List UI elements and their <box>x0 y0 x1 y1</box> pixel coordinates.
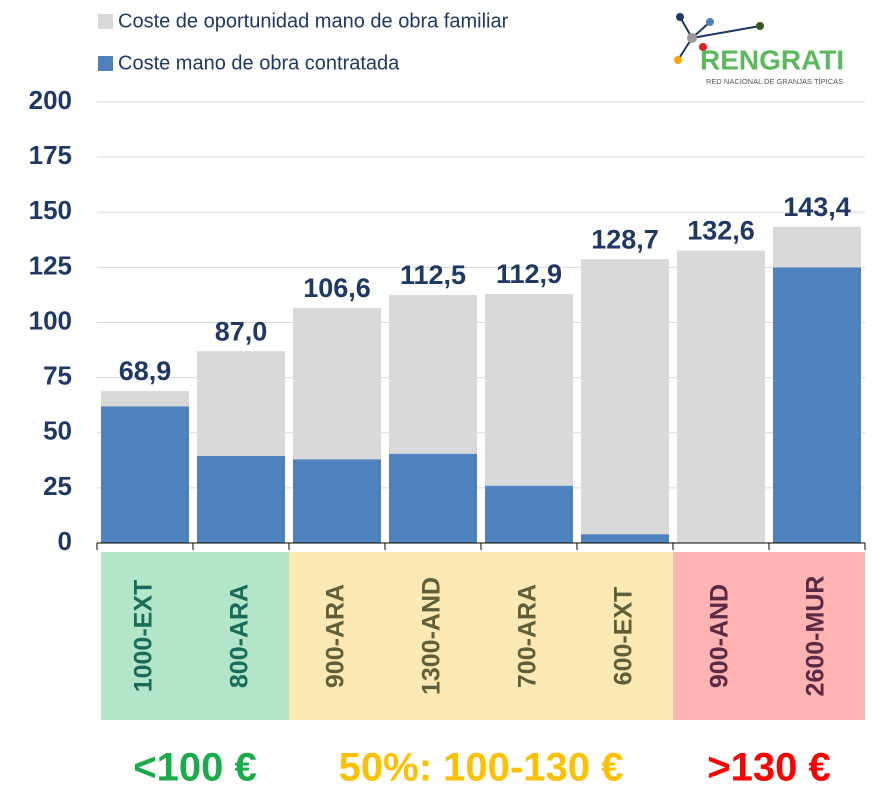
bar-segment <box>485 485 573 543</box>
bar-segment <box>293 307 381 460</box>
bar-segment <box>389 294 477 454</box>
y-tick-label: 100 <box>29 305 72 335</box>
total-label: 132,6 <box>687 216 755 246</box>
total-label: 112,9 <box>496 259 562 289</box>
y-tick-label: 175 <box>29 140 72 170</box>
group-label: >130 € <box>707 746 830 787</box>
y-tick-label: 75 <box>43 361 72 391</box>
total-label: 128,7 <box>591 224 659 254</box>
bar-segment <box>101 391 189 407</box>
total-label: 87,0 <box>215 316 268 346</box>
x-tick-label: 800-ARA <box>226 584 254 688</box>
bar-segment <box>773 267 861 543</box>
bar-segment <box>677 250 765 543</box>
x-tick-label: 1300-AND <box>418 577 446 695</box>
legend-swatch <box>98 56 113 71</box>
x-tick-label: 1000-EXT <box>130 580 158 693</box>
legend-label: Coste de oportunidad mano de obra famili… <box>118 10 509 32</box>
bar-segment <box>389 453 477 543</box>
x-tick-label: 900-AND <box>706 584 734 688</box>
bar-segment <box>581 259 669 535</box>
total-label: 143,4 <box>783 192 851 222</box>
logo: RENGRATI RED NACIONAL DE GRANJAS TÍPICAS <box>674 13 844 86</box>
group-band <box>101 552 289 720</box>
legend-label: Coste mano de obra contratada <box>118 52 400 74</box>
y-tick-label: 50 <box>43 416 72 446</box>
x-tick-label: 600-EXT <box>610 587 638 686</box>
x-tick-label: 700-ARA <box>514 584 542 688</box>
total-label: 112,5 <box>400 260 466 290</box>
bar-segment <box>197 455 285 543</box>
bar-segment <box>101 406 189 543</box>
x-tick-label: 2600-MUR <box>802 576 830 697</box>
bar-segment <box>293 459 381 543</box>
y-tick-label: 125 <box>29 250 72 280</box>
group-label: 50%: 100-130 € <box>339 746 624 787</box>
bar-segment <box>581 534 669 543</box>
bar-segment <box>485 294 573 486</box>
total-label: 106,6 <box>303 273 371 303</box>
x-tick-label: 900-ARA <box>322 584 350 688</box>
legend-swatch <box>98 14 113 29</box>
group-band <box>673 552 865 720</box>
bar-segment <box>197 351 285 456</box>
logo-name: RENGRATI <box>700 44 844 75</box>
group-label: <100 € <box>133 746 256 787</box>
y-tick-label: 25 <box>43 471 72 501</box>
y-tick-label: 0 <box>58 526 72 556</box>
logo-subtitle: RED NACIONAL DE GRANJAS TÍPICAS <box>706 77 843 86</box>
y-tick-label: 200 <box>29 85 72 115</box>
group-band <box>289 552 673 720</box>
bar-segment <box>773 226 861 268</box>
total-label: 68,9 <box>119 356 172 386</box>
y-tick-label: 150 <box>29 195 72 225</box>
